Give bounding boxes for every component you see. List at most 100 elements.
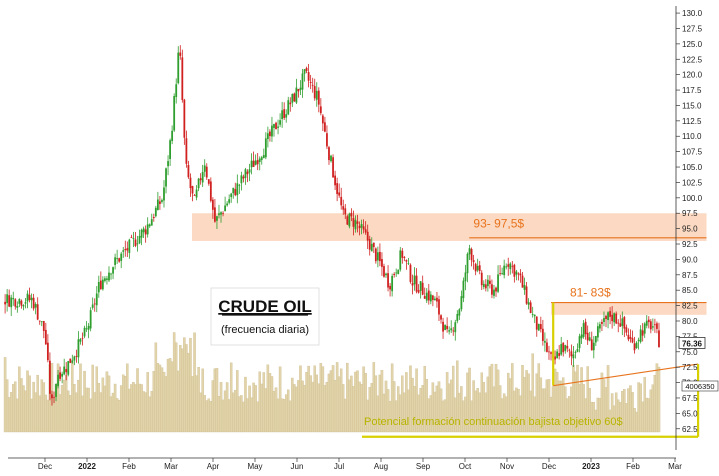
volume-bar <box>28 375 31 433</box>
x-tick-label: Nov <box>500 462 514 471</box>
volume-bar <box>115 398 119 433</box>
candle-body <box>572 354 575 359</box>
candle-body <box>281 110 284 119</box>
volume-bar <box>64 374 68 433</box>
volume-bar <box>181 348 184 433</box>
volume-bar <box>60 385 64 433</box>
candle-body <box>169 140 171 160</box>
zone-annotation-93-97: 93- 97,5$ <box>473 216 524 230</box>
candle-body <box>122 250 125 252</box>
candle-body <box>287 100 290 115</box>
zone-81-83-band <box>551 302 707 315</box>
candle-body <box>30 297 33 301</box>
candle-body <box>374 248 377 262</box>
candle-body <box>32 297 35 309</box>
candle-body <box>578 336 581 349</box>
chart-subtitle: (frecuencia diaria) <box>221 324 309 336</box>
candle-body <box>214 207 216 222</box>
volume-bar <box>301 380 304 433</box>
volume-bar <box>89 398 92 433</box>
candle-body <box>110 273 112 275</box>
volume-bar <box>85 387 88 433</box>
candle-body <box>541 328 544 341</box>
candle-body <box>641 330 644 336</box>
volume-bar <box>352 386 355 433</box>
candle-body <box>454 322 457 333</box>
volume-bar <box>248 385 251 433</box>
volume-bar <box>250 397 253 433</box>
candle-body <box>324 122 326 132</box>
volume-bar <box>5 379 9 433</box>
candle-body <box>106 278 108 280</box>
volume-bar <box>337 376 341 433</box>
candle-body <box>142 228 145 233</box>
volume-bar <box>260 383 264 433</box>
candle-body <box>65 368 68 373</box>
candle-body <box>446 325 449 330</box>
volume-bar <box>339 368 343 433</box>
candle-body <box>397 269 400 275</box>
candle-body <box>472 260 475 263</box>
volume-bar <box>103 385 107 433</box>
candle-body <box>87 325 90 330</box>
candle-body <box>146 224 149 235</box>
candle-body <box>6 294 9 304</box>
volume-bar <box>30 398 33 433</box>
candle-body <box>458 309 461 316</box>
candle-body <box>124 249 127 251</box>
candle-body <box>629 336 632 339</box>
volume-bar <box>107 375 111 433</box>
volume-bar <box>244 376 247 433</box>
volume-bar <box>154 342 158 433</box>
x-tick-label: Mar <box>164 462 178 471</box>
volume-bar <box>20 378 23 433</box>
volume-bar <box>531 353 534 433</box>
candle-body <box>12 298 15 300</box>
volume-bar <box>170 361 174 433</box>
candle-body <box>523 285 526 290</box>
candle-body <box>434 298 436 301</box>
candle-body <box>336 183 339 195</box>
volume-bar <box>307 365 310 433</box>
volume-bar <box>160 367 164 433</box>
zones-layer <box>192 213 707 315</box>
candle-body <box>36 304 39 320</box>
candle-body <box>645 320 648 326</box>
candle-body <box>101 279 104 290</box>
candle-body <box>197 178 200 189</box>
volume-bar <box>637 382 640 433</box>
volume-bar <box>9 392 13 433</box>
candle-body <box>362 226 365 230</box>
candle-body <box>328 147 330 161</box>
candle-body <box>291 93 294 103</box>
volume-bar <box>144 392 147 433</box>
candle-body <box>22 305 25 307</box>
candle-body <box>260 157 263 160</box>
candle-body <box>503 265 506 276</box>
volume-bar <box>323 385 327 433</box>
candle-body <box>570 351 573 357</box>
candle-body <box>387 273 389 288</box>
candle-body <box>558 353 561 356</box>
candle-body <box>199 178 202 181</box>
candle-body <box>635 342 638 349</box>
candle-body <box>511 265 514 267</box>
candle-body <box>599 324 601 329</box>
legend-box: CRUDE OIL (frecuencia diaria) <box>210 287 320 346</box>
candle-body <box>49 360 51 394</box>
candle-body <box>452 330 455 332</box>
volume-bar <box>227 399 231 433</box>
candle-body <box>409 264 412 283</box>
volume-bar <box>305 372 308 433</box>
candle-body <box>505 266 508 268</box>
volume-bar <box>344 398 347 433</box>
candle-body <box>254 160 257 165</box>
candle-body <box>429 294 432 302</box>
y-tick-label: 100.0 <box>682 194 703 203</box>
volume-bar <box>166 358 170 433</box>
volume-bar <box>24 390 27 433</box>
volume-bar <box>223 390 227 433</box>
volume-bar <box>119 385 123 433</box>
candle-body <box>61 373 64 377</box>
y-tick-label: 62.5 <box>682 425 698 434</box>
